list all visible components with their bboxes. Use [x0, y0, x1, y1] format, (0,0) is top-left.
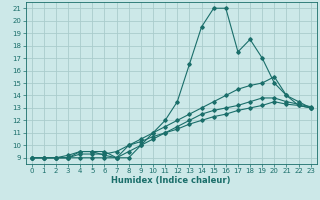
X-axis label: Humidex (Indice chaleur): Humidex (Indice chaleur) [111, 176, 231, 185]
